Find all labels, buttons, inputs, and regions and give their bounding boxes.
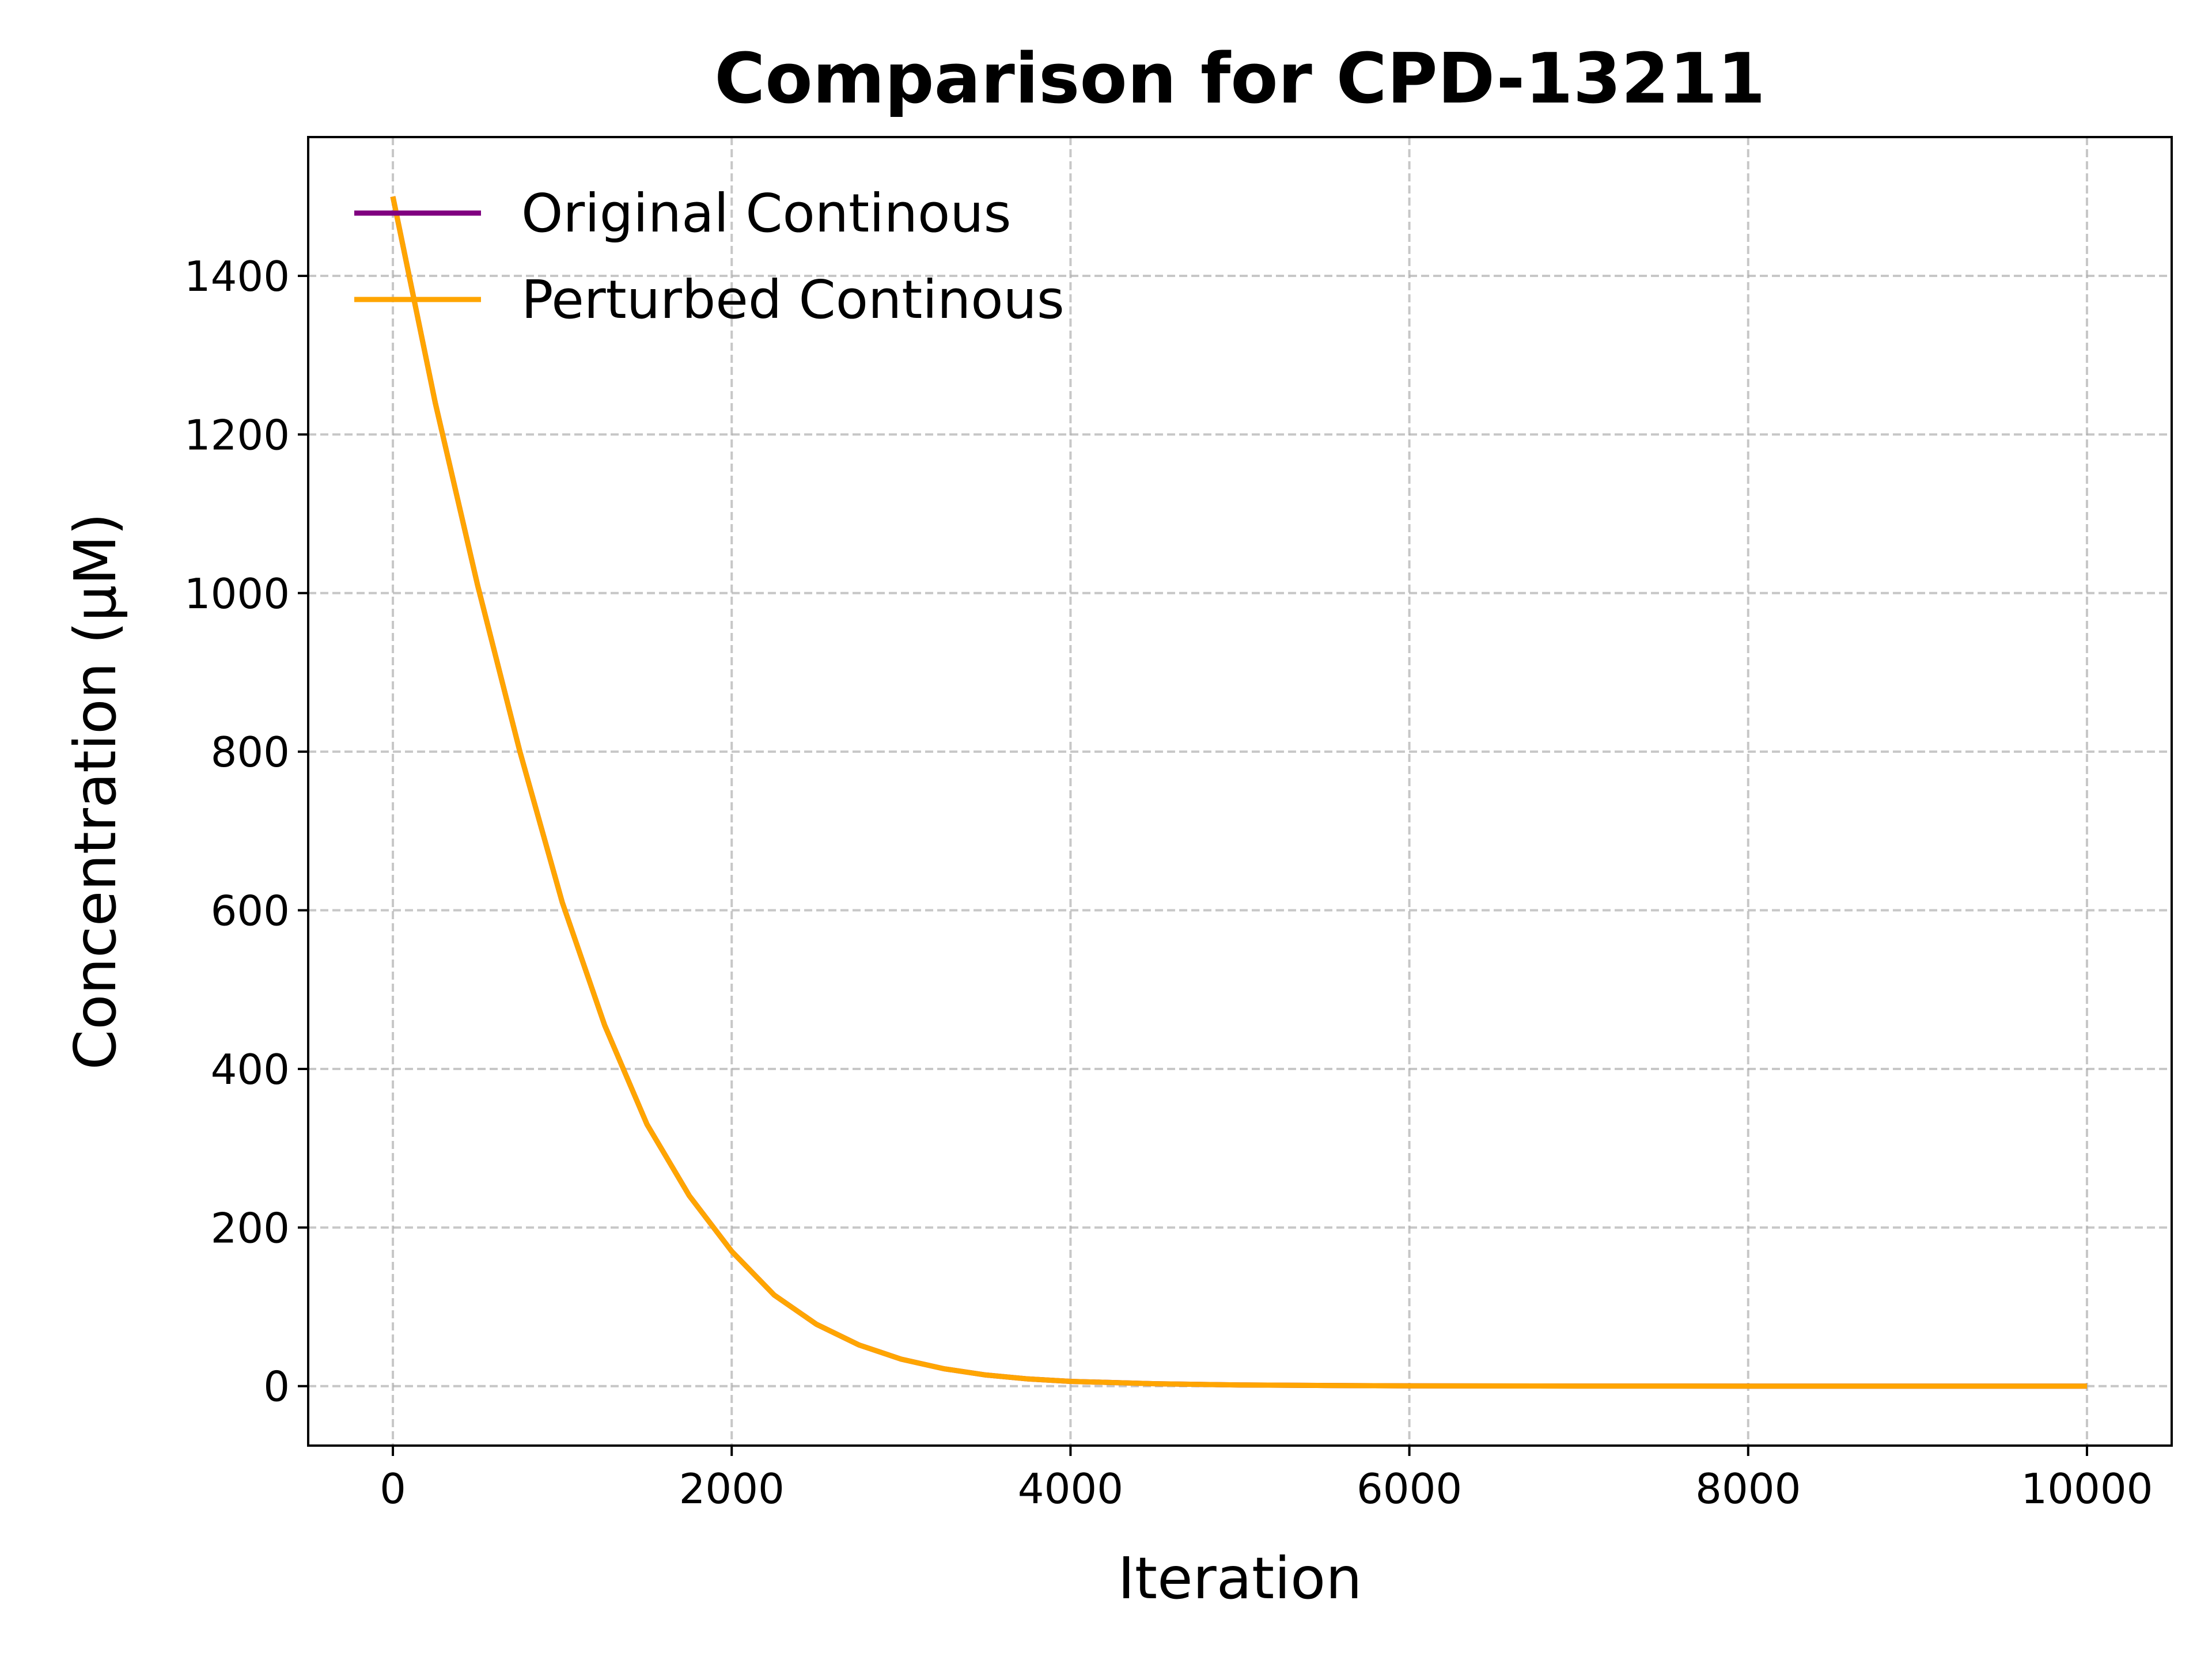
x-axis-label: Iteration [1118,1545,1362,1612]
y-tick-label: 200 [211,1204,290,1252]
y-tick-label: 800 [211,728,290,776]
x-tick-label: 0 [380,1465,406,1513]
y-tick-label: 600 [211,887,290,935]
x-tick-label: 8000 [1695,1465,1801,1513]
x-tick-label: 2000 [679,1465,785,1513]
y-tick-label: 400 [211,1045,290,1094]
x-tick-label: 4000 [1018,1465,1123,1513]
series-line [390,196,2087,1389]
x-tick-label: 10000 [2021,1465,2153,1513]
legend-label: Perturbed Continous [521,269,1065,331]
series-lines [390,196,2087,1389]
axis-ticks: 0 2000 4000 6000 8000 10000 0 200 400 600 800 1000 1… [184,252,2153,1513]
y-tick-label: 0 [263,1363,290,1411]
y-tick-label: 1000 [184,570,290,618]
y-tick-label: 1400 [184,252,290,301]
y-tick-label: 1200 [184,411,290,459]
x-tick-label: 6000 [1357,1465,1462,1513]
chart-title: Comparison for CPD-13211 [714,39,1766,119]
legend: Original Continous Perturbed Continous [354,183,1065,331]
legend-label: Original Continous [521,183,1012,244]
plot-area-frame [307,136,2173,1447]
y-axis-label: Concentration (μM) [62,513,129,1070]
